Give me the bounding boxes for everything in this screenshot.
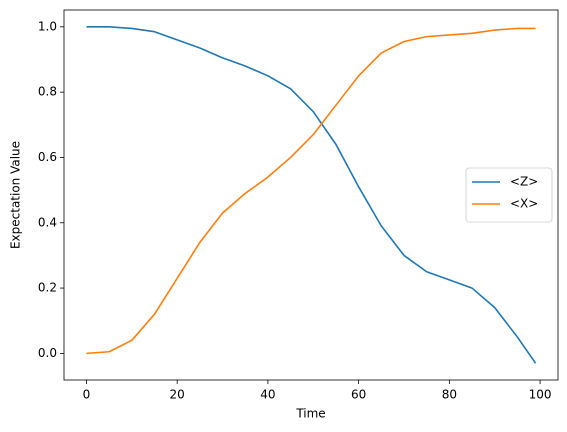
y-tick-label: 0.0 xyxy=(38,346,57,360)
x-tick-label: 40 xyxy=(260,388,275,402)
line-series xyxy=(86,26,537,364)
y-tick-label: 0.6 xyxy=(38,150,57,164)
x-tick-label: 20 xyxy=(170,388,185,402)
x-axis-label: Time xyxy=(295,407,325,421)
x-tick-label: 100 xyxy=(529,388,552,402)
y-tick-label: 0.4 xyxy=(38,215,57,229)
line-series xyxy=(86,27,536,355)
plot-frame xyxy=(63,9,559,381)
legend-label: <Z> xyxy=(510,175,538,189)
legend-box xyxy=(465,167,553,223)
y-axis-label: Expectation Value xyxy=(9,141,23,249)
y-tick-label: 1.0 xyxy=(38,19,57,33)
y-tick-label: 0.2 xyxy=(38,281,57,295)
y-tick-label: 0.8 xyxy=(38,85,57,99)
x-tick-label: 60 xyxy=(351,388,366,402)
x-tick-label: 80 xyxy=(442,388,457,402)
x-tick-label: 0 xyxy=(83,388,91,402)
legend-label: <X> xyxy=(510,197,538,211)
